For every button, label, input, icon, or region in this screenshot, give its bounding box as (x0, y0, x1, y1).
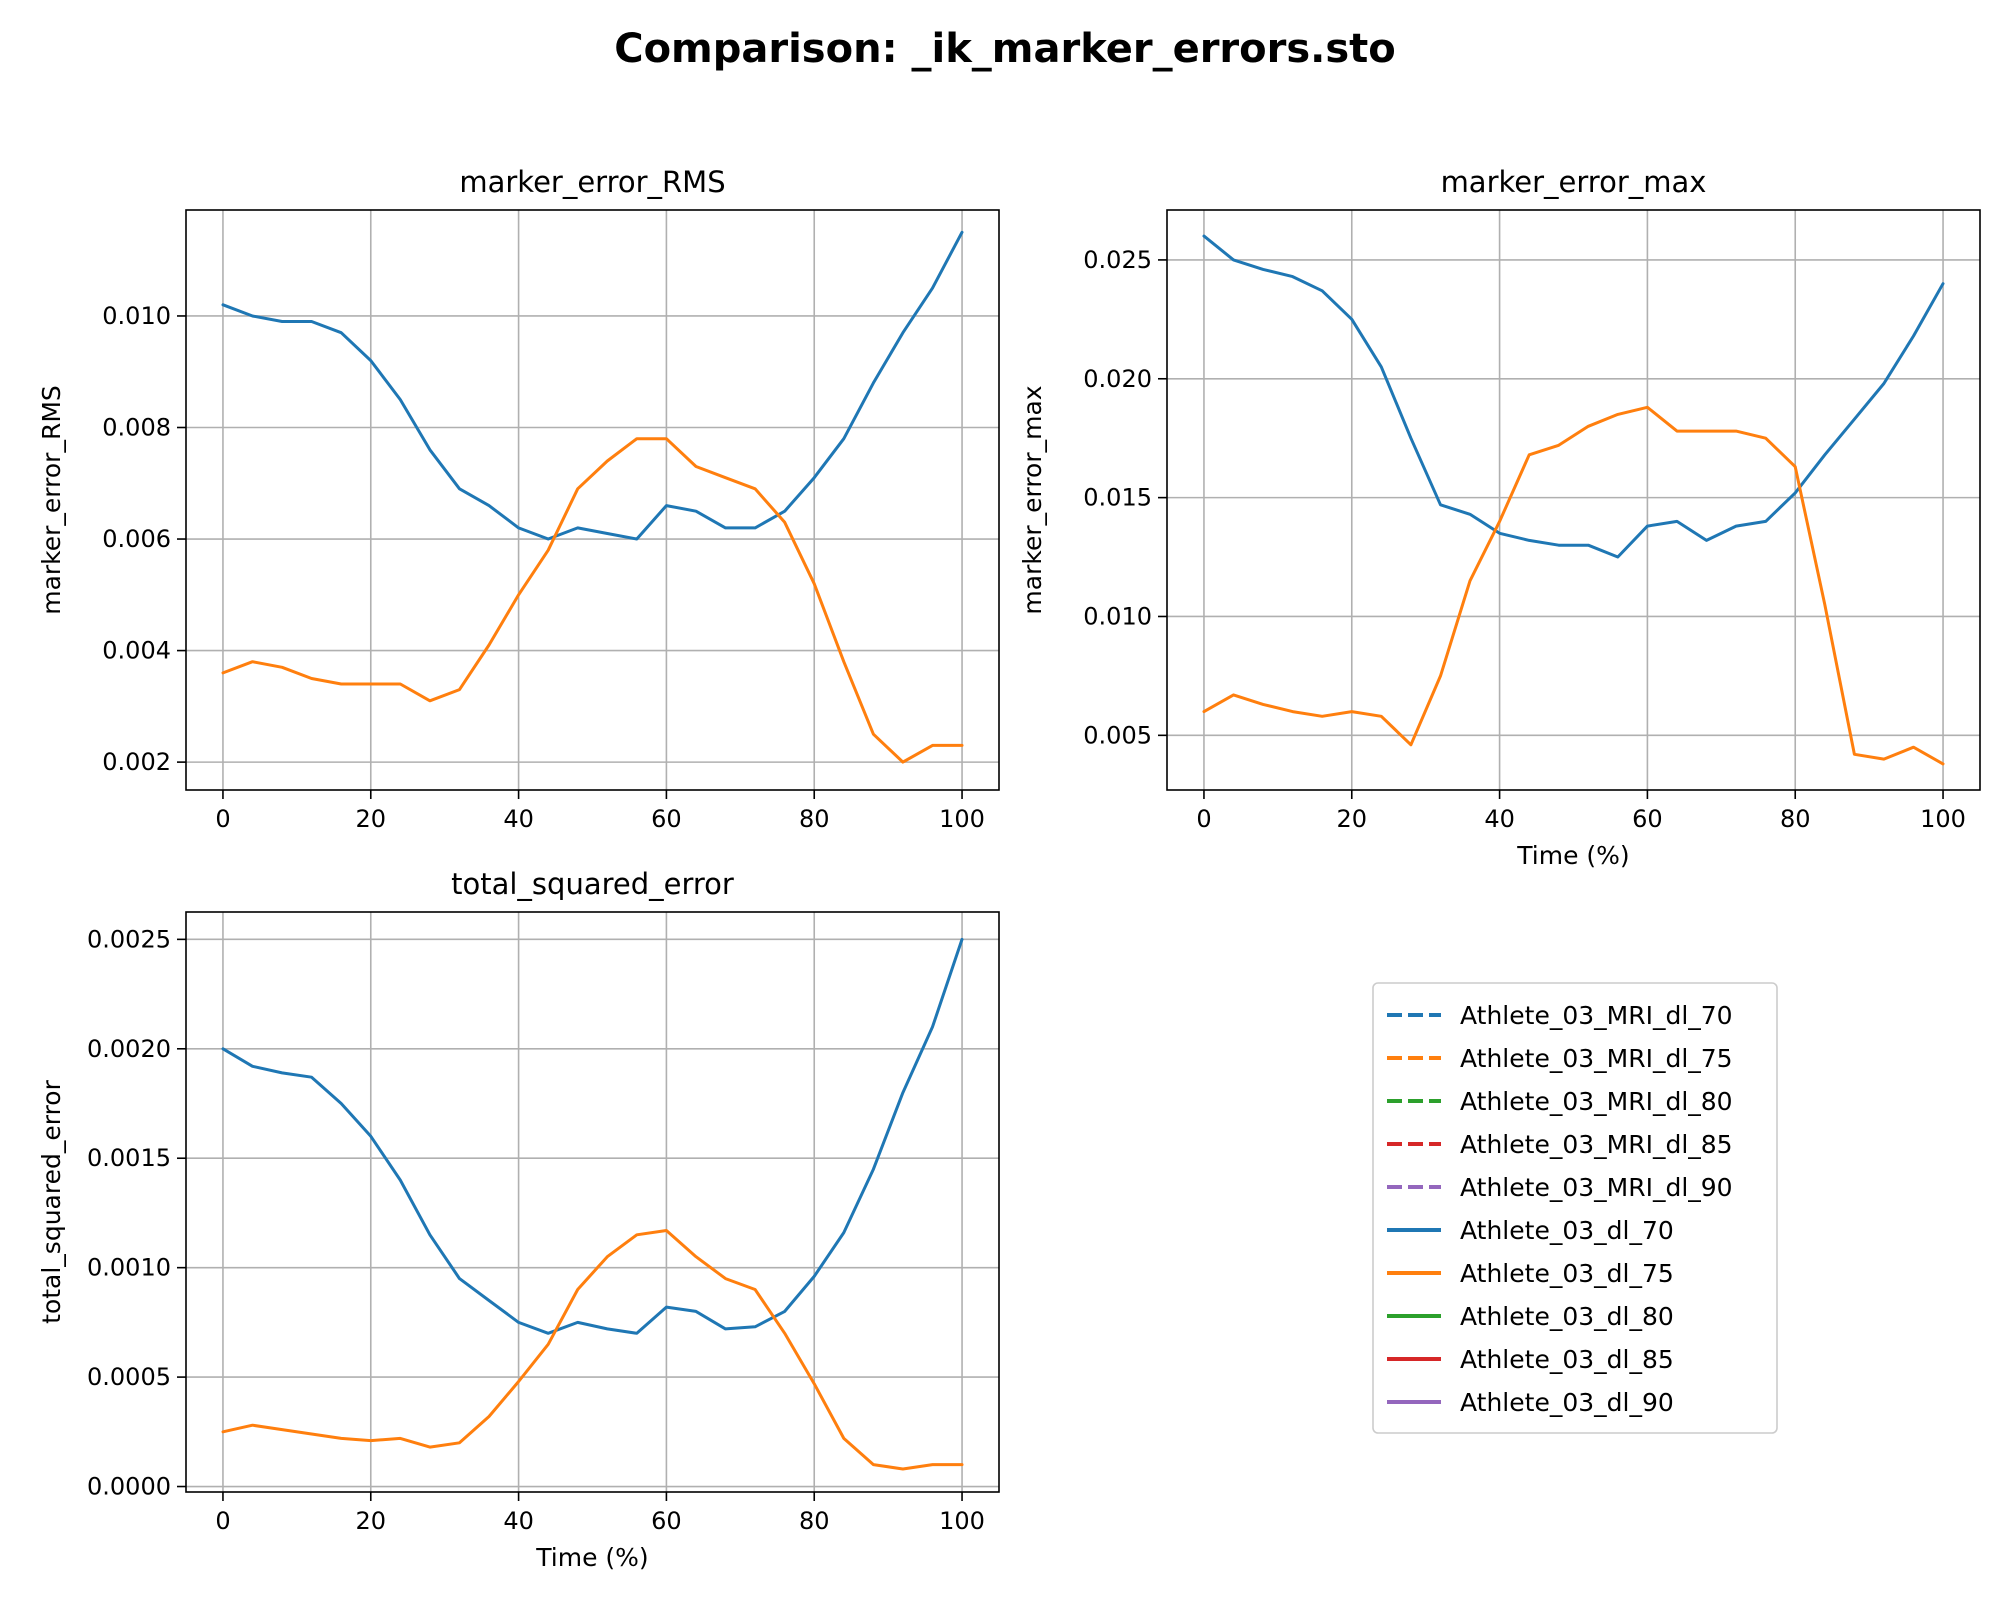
subplot-max: 0 20 40 60 80 100 0.005 0.010 0.015 0.020 0.025 mar… (1018, 165, 1981, 870)
axes-frame (1166, 209, 1981, 791)
series-line-Athlete_03_dl_75 (221, 1229, 964, 1471)
legend: Athlete_03_MRI_dl_70 Athlete_03_MRI_dl_75… (1372, 982, 1778, 1434)
x-tick-label: 40 (503, 805, 534, 833)
y-tick-label: 0.010 (102, 302, 171, 330)
series-line-Athlete_03_dl_75 (221, 437, 964, 764)
y-tick-label: 0.025 (1083, 246, 1152, 274)
subplot-rms: 0 20 40 60 80 100 0.002 0.004 0.006 0.008 0.010 mar… (37, 165, 1000, 833)
y-axis-label: marker_error_RMS (37, 385, 66, 615)
subplot-tse: 0 20 40 60 80 100 0.0000 0.0005 0.0010 0.0015 0.00… (37, 867, 1000, 1572)
x-tick-label: 60 (651, 805, 682, 833)
axes-frame (185, 911, 1000, 1493)
legend-frame (1372, 982, 1778, 1434)
legend-label: Athlete_03_MRI_dl_80 (1460, 1087, 1733, 1116)
y-tick-label: 0.0005 (87, 1363, 171, 1391)
subplot-title: marker_error_RMS (459, 165, 725, 199)
legend-label: Athlete_03_dl_80 (1460, 1302, 1674, 1331)
x-tick-label: 20 (355, 805, 386, 833)
figure-title: Comparison: _ik_marker_errors.sto (614, 26, 1396, 72)
x-tick-label: 60 (1632, 805, 1663, 833)
legend-label: Athlete_03_dl_70 (1460, 1216, 1674, 1245)
y-axis-label: marker_error_max (1018, 385, 1047, 614)
legend-label: Athlete_03_MRI_dl_90 (1460, 1173, 1733, 1202)
x-tick-label: 100 (939, 805, 985, 833)
legend-label: Athlete_03_dl_85 (1460, 1345, 1674, 1374)
axes-frame (185, 209, 1000, 791)
series-line-Athlete_03_dl_70 (221, 230, 964, 541)
x-axis-label: Time (%) (1516, 841, 1629, 870)
y-tick-label: 0.0015 (87, 1144, 171, 1172)
y-tick-label: 0.0000 (87, 1473, 171, 1501)
x-tick-label: 20 (1336, 805, 1367, 833)
legend-label: Athlete_03_MRI_dl_70 (1460, 1001, 1733, 1030)
y-tick-label: 0.020 (1083, 365, 1152, 393)
y-tick-label: 0.015 (1083, 484, 1152, 512)
subplot-title: marker_error_max (1441, 165, 1707, 199)
series-line-Athlete_03_dl_75 (1202, 405, 1945, 766)
y-tick-label: 0.0010 (87, 1254, 171, 1282)
legend-label: Athlete_03_MRI_dl_85 (1460, 1130, 1733, 1159)
series-line-Athlete_03_dl_70 (1202, 234, 1945, 559)
x-tick-label: 0 (215, 805, 230, 833)
x-tick-label: 20 (355, 1507, 386, 1535)
y-tick-label: 0.010 (1083, 602, 1152, 630)
x-tick-label: 80 (799, 1507, 830, 1535)
x-axis-label: Time (%) (535, 1543, 648, 1572)
legend-label: Athlete_03_dl_75 (1460, 1259, 1674, 1288)
x-tick-label: 40 (1484, 805, 1515, 833)
x-tick-label: 40 (503, 1507, 534, 1535)
x-tick-label: 80 (799, 805, 830, 833)
y-tick-label: 0.006 (102, 525, 171, 553)
legend-label: Athlete_03_dl_90 (1460, 1388, 1674, 1417)
legend-label: Athlete_03_MRI_dl_75 (1460, 1044, 1733, 1073)
y-tick-label: 0.008 (102, 414, 171, 442)
x-tick-label: 100 (1920, 805, 1966, 833)
y-tick-label: 0.004 (102, 637, 171, 665)
y-tick-label: 0.0025 (87, 925, 171, 953)
y-tick-label: 0.002 (102, 748, 171, 776)
subplot-title: total_squared_error (451, 867, 734, 901)
y-axis-label: total_squared_error (37, 1079, 66, 1323)
x-tick-label: 80 (1780, 805, 1811, 833)
axes-layer: 0 20 40 60 80 100 0.002 0.004 0.006 0.008 0.010 mar… (37, 165, 1981, 1572)
x-tick-label: 0 (215, 1507, 230, 1535)
y-tick-label: 0.0020 (87, 1035, 171, 1063)
x-tick-label: 0 (1196, 805, 1211, 833)
y-tick-label: 0.005 (1083, 721, 1152, 749)
series-line-Athlete_03_dl_70 (221, 937, 964, 1335)
x-tick-label: 60 (651, 1507, 682, 1535)
x-tick-label: 100 (939, 1507, 985, 1535)
